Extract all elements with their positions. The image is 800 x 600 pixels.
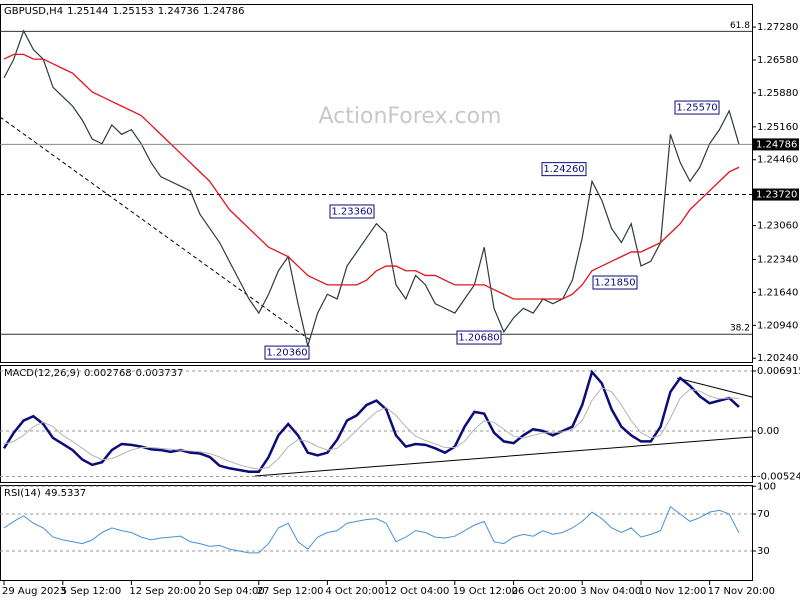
annotation-label: 1.20680 [458, 333, 499, 344]
y-tick-label: 0.00 [757, 426, 779, 437]
series-line [3, 386, 740, 470]
series-line [3, 53, 740, 300]
x-tick-label: 17 Nov 20:00 [708, 586, 775, 597]
rsi-title: RSI(14) [4, 488, 41, 499]
x-tick-label: 12 Sep 20:00 [129, 586, 196, 597]
trend-line [254, 436, 753, 477]
y-tick-label: 1.20940 [757, 320, 798, 331]
y-tick-label: 1.22340 [757, 254, 798, 265]
price-box-label: 1.24786 [756, 139, 797, 150]
x-tick-label: 10 Nov 12:00 [639, 586, 706, 597]
annotation-box [592, 275, 638, 290]
annotation-box [456, 330, 502, 345]
price-box-label: 1.23720 [756, 190, 797, 201]
x-tick-label: 4 Oct 20:00 [325, 586, 384, 597]
open: 1.25144 [67, 6, 108, 17]
annotation-label: 1.21850 [594, 278, 635, 289]
series-line [3, 505, 740, 554]
rsi-value: 49.5337 [45, 488, 86, 499]
low: 1.24736 [158, 6, 199, 17]
annotation-box [674, 100, 720, 115]
y-tick-label: 1.20240 [757, 353, 798, 364]
annotation-box [264, 345, 310, 360]
x-tick-label: 5 Sep 12:00 [61, 586, 121, 597]
y-tick-label: 0.006915 [757, 366, 800, 377]
price-pane [0, 4, 753, 363]
fib-label: 38.2 [730, 324, 750, 334]
annotation-label: 1.23360 [331, 206, 372, 217]
y-tick-label: 70 [757, 509, 770, 520]
y-tick-label: 1.23060 [757, 221, 798, 232]
price-header: GBPUSD,H4 1.25144 1.25153 1.24736 1.24786 [4, 6, 245, 17]
fib-label: 61.8 [730, 21, 750, 31]
y-tick-label: 1.26580 [757, 55, 798, 66]
y-tick-label: 1.25160 [757, 122, 798, 133]
x-tick-label: 20 Sep 04:00 [198, 586, 265, 597]
signal-value: 0.003737 [136, 368, 184, 379]
trend-line [676, 377, 753, 398]
x-tick-label: 27 Sep 12:00 [257, 586, 324, 597]
high: 1.25153 [112, 6, 153, 17]
y-tick-label: 30 [757, 546, 770, 557]
price-box [753, 188, 799, 201]
symbol: GBPUSD,H4 [4, 6, 63, 17]
close: 1.24786 [203, 6, 244, 17]
x-tick-label: 12 Oct 04:00 [384, 586, 449, 597]
rsi-pane [0, 485, 753, 581]
x-tick-label: 19 Oct 12:00 [453, 586, 518, 597]
annotation-box [541, 162, 587, 177]
y-tick-label: 100 [757, 481, 776, 492]
macd-header: MACD(12,26,9) 0.002768 0.003737 [4, 368, 183, 379]
annotation-label: 1.24260 [543, 164, 584, 175]
annotation-label: 1.25570 [676, 103, 717, 114]
series-line [2, 369, 740, 474]
macd-value: 0.002768 [84, 368, 132, 379]
trend-line [0, 116, 311, 341]
series-line [3, 29, 740, 349]
y-tick-label: 1.21640 [757, 287, 798, 298]
rsi-header: RSI(14) 49.5337 [4, 488, 86, 499]
x-tick-label: 26 Oct 20:00 [512, 586, 577, 597]
y-tick-label: 1.27280 [757, 22, 798, 33]
y-tick-label: 1.25880 [757, 88, 798, 99]
macd-title: MACD(12,26,9) [4, 368, 80, 379]
y-tick-label: 1.24460 [757, 155, 798, 166]
x-tick-label: 3 Nov 04:00 [580, 586, 641, 597]
annotation-label: 1.20360 [266, 348, 307, 359]
price-box [753, 138, 799, 151]
annotation-box [329, 204, 375, 219]
macd-pane [0, 365, 753, 483]
x-tick-label: 29 Aug 2023 [2, 586, 66, 597]
watermark: ActionForex.com [319, 104, 502, 129]
